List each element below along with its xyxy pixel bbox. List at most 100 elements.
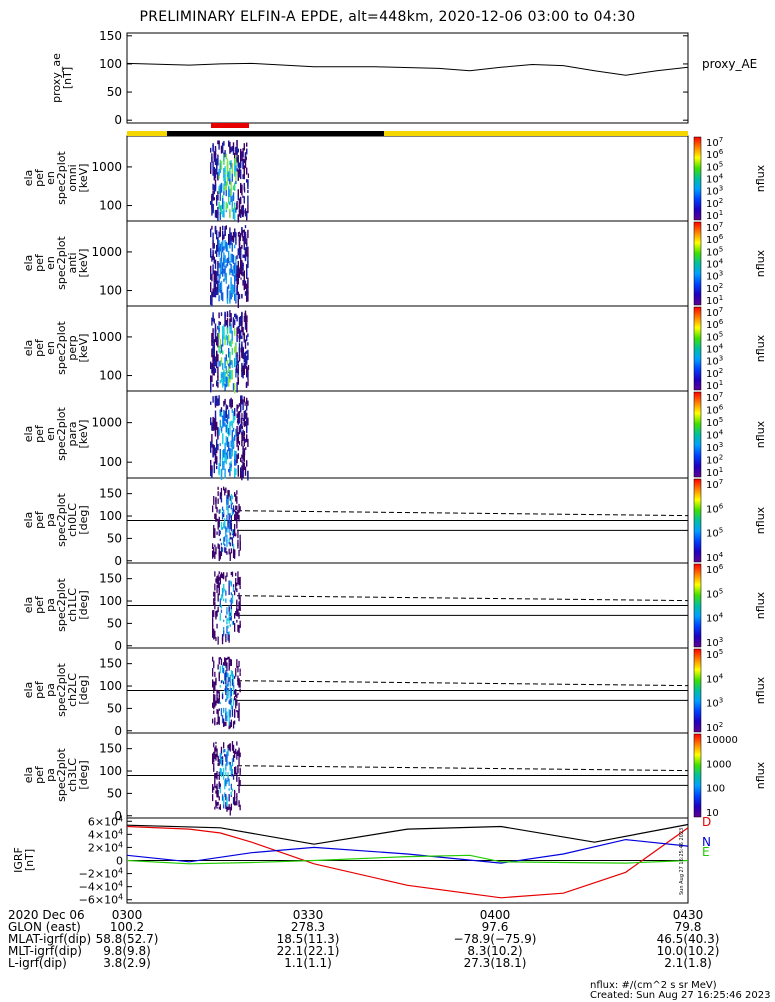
igrf-ytick-label: 2×104 <box>88 840 123 854</box>
spectrogram-cell <box>219 443 221 447</box>
pa-ytick-label: 100 <box>99 764 122 778</box>
spectrogram-cell <box>225 259 227 263</box>
pa-ytick-label: 100 <box>99 509 122 523</box>
pa-cell <box>229 691 231 699</box>
spectrogram-cell <box>222 350 224 355</box>
spectrogram-cell <box>230 342 232 348</box>
spectrogram-cell <box>220 160 223 171</box>
pa-cell <box>234 590 236 596</box>
pa-cell <box>230 494 232 500</box>
spectrogram-cell <box>224 276 226 281</box>
pa-cell <box>239 620 241 627</box>
pa-cell <box>217 498 219 504</box>
spectrogram-cell <box>218 240 220 248</box>
spectrogram-cell <box>245 313 247 318</box>
spectrogram-cell <box>247 470 249 481</box>
pa-cell <box>218 771 220 780</box>
footer-cell: 8.3(10.2) <box>467 944 523 958</box>
spectrogram-cell <box>230 293 232 298</box>
spectrogram-cell <box>242 264 244 271</box>
proxy-ytick-label: 50 <box>107 85 122 99</box>
pa-cell <box>238 601 240 609</box>
spectrogram-cell <box>226 242 229 253</box>
spectrogram-cell <box>226 359 229 365</box>
spectrogram-cell <box>236 352 238 357</box>
spectrogram-cell <box>220 269 223 275</box>
pa-cell <box>213 767 215 772</box>
pa-cell <box>236 700 238 706</box>
spectrogram-cell <box>210 248 212 258</box>
pa-cell <box>212 721 214 724</box>
spectrogram-cell <box>211 340 213 346</box>
colorbar-tick-label: 104 <box>706 429 724 442</box>
pa-cell <box>228 804 230 810</box>
pa-cell <box>212 628 214 632</box>
spectrogram-cell <box>246 265 248 277</box>
pa-cell <box>238 514 240 522</box>
spectrogram-cell <box>240 153 242 162</box>
spectrogram-cell <box>219 274 221 279</box>
pa-ytick-label: 150 <box>99 657 122 671</box>
spectrogram-cell <box>243 240 245 244</box>
spectrogram-cell <box>237 214 240 222</box>
pa-cell <box>225 763 227 771</box>
spectrogram-cell <box>228 187 230 198</box>
spectrogram-cell <box>212 183 214 191</box>
spectrogram-cell <box>218 346 220 353</box>
spectrogram-cell <box>219 190 221 201</box>
spectrogram-cell <box>243 356 245 363</box>
spectrogram-cell <box>236 420 239 424</box>
pa-cell <box>235 690 237 696</box>
spectrogram-cell <box>213 355 215 361</box>
spectrogram-cell <box>230 397 232 409</box>
spectrogram-cell <box>211 433 213 442</box>
spectrogram-cell <box>229 378 231 383</box>
pa-cell <box>237 529 239 539</box>
spectrogram-cell <box>247 400 249 406</box>
pa-cell <box>225 658 227 667</box>
spectrogram-cell <box>222 362 224 370</box>
pa-cell <box>226 672 228 678</box>
pa-cell <box>214 779 216 788</box>
pa-cell <box>213 742 215 748</box>
spectrogram-cell <box>237 405 239 409</box>
spectrogram-cell <box>216 287 218 293</box>
spectrogram-cell <box>219 226 221 237</box>
spectrogram-cell <box>243 285 245 291</box>
pa-cell <box>231 708 234 717</box>
spectrogram-cell <box>243 196 245 204</box>
pa-cell <box>220 680 223 684</box>
pa-cell <box>228 616 230 624</box>
status-bar-black <box>167 131 384 136</box>
spectrogram-cell <box>244 152 247 161</box>
spectrogram-cell <box>241 260 243 269</box>
spectrogram-cell <box>212 232 214 242</box>
spectrogram-cell <box>232 208 235 214</box>
pa-cell <box>237 571 239 581</box>
pa-cell <box>229 709 231 718</box>
pa-cell <box>228 580 230 588</box>
spectrogram-cell <box>223 268 225 274</box>
ylabel-proxy: proxy_ae [nT] <box>12 28 112 128</box>
pa-cell <box>229 532 231 536</box>
spectrogram-cell <box>240 148 242 158</box>
spectrogram-cell <box>211 195 213 201</box>
spectrogram-cell <box>235 468 237 473</box>
spectrogram-cell <box>217 332 219 344</box>
spectrogram-cell <box>210 273 212 280</box>
spectrogram-cell <box>235 171 237 181</box>
pa-cell <box>237 510 239 520</box>
pa-cell <box>224 543 226 547</box>
spectrogram-cell <box>213 356 215 367</box>
spectrogram-cell <box>217 191 219 195</box>
pa-cell <box>223 619 225 622</box>
spectrogram-cell <box>236 365 238 370</box>
pa-cell <box>215 504 217 509</box>
spectrogram-cell <box>244 312 246 317</box>
spectrogram-cell <box>244 466 247 476</box>
pa-cell <box>217 519 219 522</box>
colorbar-tick-label: 102 <box>706 721 723 734</box>
pa-cell <box>236 610 238 617</box>
colorbar-anti <box>693 221 702 306</box>
spectrogram-cell <box>246 148 248 155</box>
